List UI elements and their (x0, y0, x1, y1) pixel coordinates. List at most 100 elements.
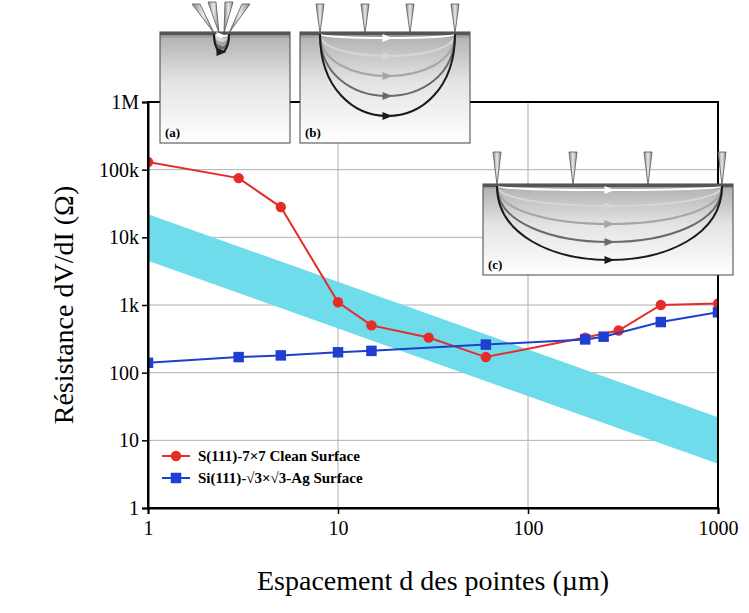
tick: 10k (109, 226, 148, 248)
tick-mark (718, 508, 720, 514)
current-arrow (217, 48, 227, 56)
tick-mark (528, 508, 530, 514)
inset-surface (300, 32, 470, 35)
axis-line (149, 509, 719, 515)
tick: 1 (144, 508, 154, 539)
tick: 100k (99, 159, 148, 181)
grid-line (148, 372, 718, 373)
tick-mark (338, 508, 340, 514)
legend-marker (171, 473, 181, 483)
inset-label: (a) (165, 125, 180, 140)
series-line (148, 312, 718, 362)
marker (481, 339, 491, 349)
tick: 10 (119, 429, 148, 451)
marker (366, 346, 376, 356)
marker (366, 320, 376, 330)
tick: 1 (129, 497, 148, 519)
marker (333, 297, 343, 307)
inset-body (483, 184, 733, 275)
tick-mark (142, 305, 148, 307)
inset-surface (483, 184, 733, 187)
tick: 1M (111, 91, 148, 113)
probe-tip (451, 4, 459, 33)
current-line (320, 34, 455, 76)
inset-body (160, 32, 290, 143)
current-arrow (383, 112, 393, 120)
inset-body (300, 32, 470, 143)
current-arrow (605, 202, 615, 210)
current-arrow (383, 92, 393, 100)
current-line (497, 186, 722, 242)
marker (233, 352, 243, 362)
tick-mark (142, 237, 148, 239)
tick-label: 100 (109, 362, 139, 384)
frame (148, 102, 718, 508)
marker (276, 350, 286, 360)
tick-label: 1M (111, 91, 139, 113)
tick-label: 1 (129, 497, 139, 519)
x-axis-title: Espacement d des pointes (µm) (257, 565, 609, 596)
axis-line (142, 103, 149, 509)
inset: (b) (300, 4, 470, 143)
marker (481, 352, 491, 362)
probe-tip (316, 4, 324, 33)
tick: 10 (329, 508, 349, 539)
current-line (214, 34, 229, 52)
y-axis-title: Résistance dV/dI (Ω) (48, 186, 79, 425)
current-arrow (605, 186, 615, 194)
current-arrow (605, 220, 615, 228)
tick-mark (142, 102, 148, 104)
tick-label: 1000 (699, 517, 739, 539)
grid-line (148, 440, 718, 441)
tick-mark (142, 508, 148, 510)
tick: 100 (109, 362, 148, 384)
inset-surface (160, 32, 290, 35)
legend-label: S(111)-7×7 Clean Surface (198, 448, 360, 465)
tick-mark (142, 169, 148, 171)
probe-tip (406, 4, 414, 33)
tick-label: 1 (144, 517, 154, 539)
current-line (320, 34, 455, 116)
grid-line (148, 169, 718, 170)
chart: 11010010001101001k10k100k1MEspacement d … (0, 0, 749, 613)
current-arrow (383, 34, 393, 42)
inset-label: (b) (305, 125, 321, 140)
marker (656, 300, 666, 310)
marker (580, 334, 590, 344)
marker (423, 332, 433, 342)
tick-mark (142, 440, 148, 442)
tick-label: 10k (109, 226, 139, 248)
probe-tip (718, 152, 726, 185)
tick-label: 100 (514, 517, 544, 539)
tick: 1000 (699, 508, 739, 539)
marker (333, 347, 343, 357)
marker (233, 173, 243, 183)
y-axis: 1101001k10k100k1M (99, 91, 149, 519)
current-line (320, 34, 455, 96)
legend: S(111)-7×7 Clean Surface Si(111)-√3×√3-Ag… (162, 448, 363, 487)
tick: 100 (514, 508, 544, 539)
probe-tip (229, 4, 250, 33)
tick-mark (142, 372, 148, 374)
inset-label: (c) (488, 257, 502, 272)
tick-label: 100k (99, 159, 139, 181)
grid-line (148, 305, 718, 306)
x-axis: 1 10 100 1000 (144, 508, 739, 539)
inset: (c) (483, 152, 733, 275)
tick-label: 10 (329, 517, 349, 539)
current-line (497, 186, 722, 206)
probe-tip (644, 152, 652, 185)
current-arrow (383, 52, 393, 60)
current-line (497, 186, 722, 260)
marker (276, 202, 286, 212)
probe-tip (361, 4, 369, 33)
marker (656, 317, 666, 327)
current-arrow (605, 238, 615, 246)
current-line (497, 186, 722, 224)
legend-marker (171, 451, 181, 461)
inset: (a) (160, 2, 290, 143)
grid (148, 102, 718, 508)
probe-tip (493, 152, 501, 185)
marker (598, 331, 608, 341)
legend-label: Si(111)-√3×√3-Ag Surface (198, 470, 363, 487)
